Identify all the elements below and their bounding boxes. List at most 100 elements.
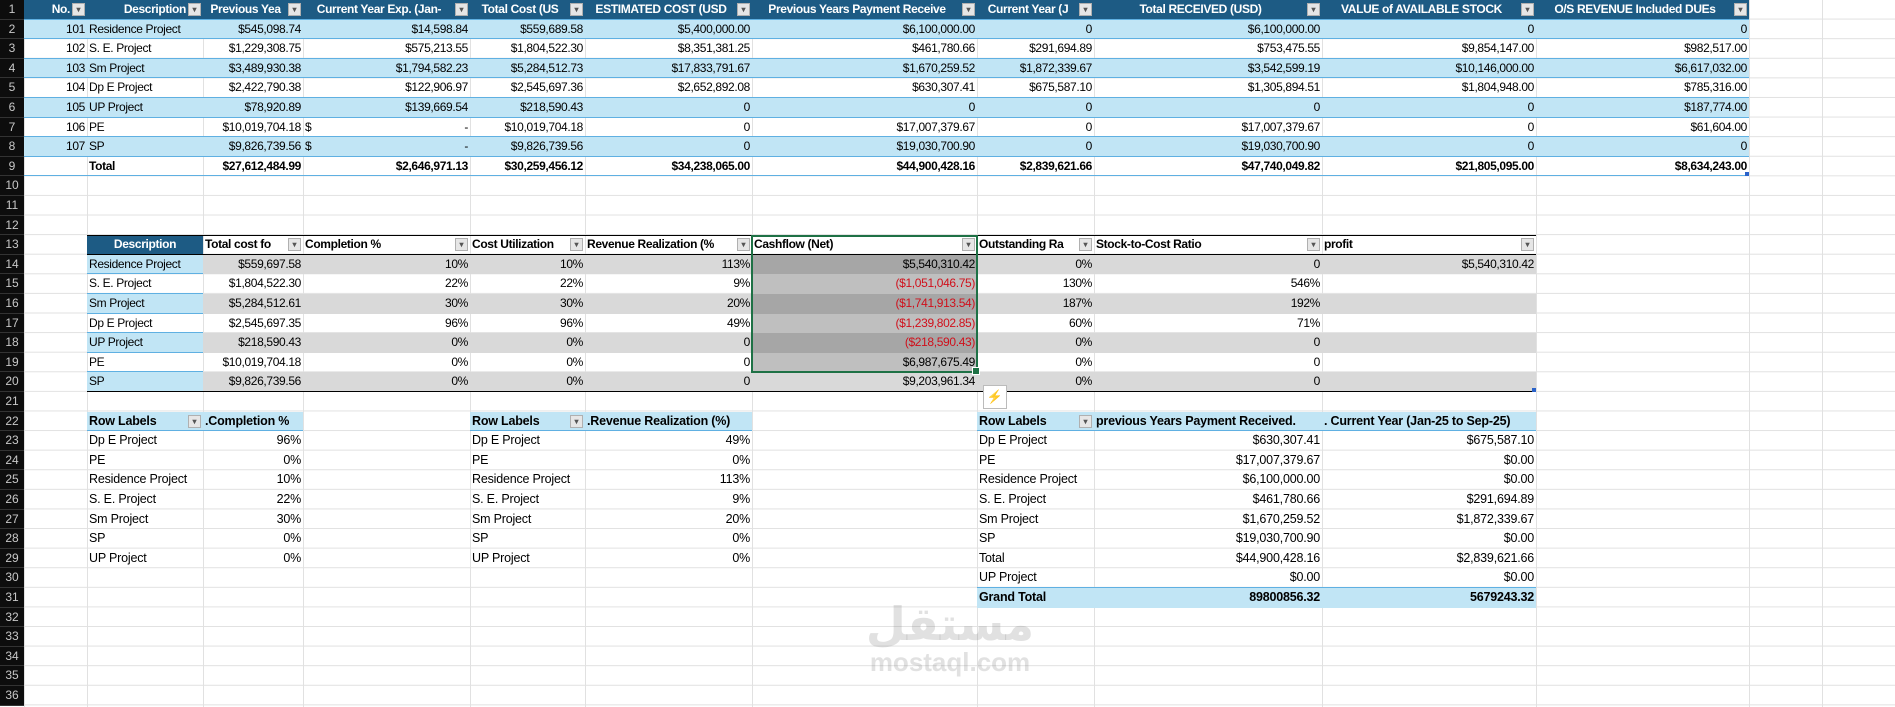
table-cell[interactable]: Sm Project (87, 58, 203, 79)
table-cell[interactable]: 60% (977, 314, 1094, 334)
table-cell[interactable]: $575,213.55 (303, 39, 470, 59)
table-cell[interactable]: 10% (303, 254, 470, 275)
pivot-cell[interactable]: 0% (203, 529, 303, 549)
table-cell[interactable] (1322, 372, 1536, 392)
row-header-1[interactable]: 1 (0, 0, 24, 20)
table-cell[interactable]: ($1,051,046.75) (752, 274, 977, 294)
row-header-21[interactable]: 21 (0, 392, 24, 412)
pivot-cell[interactable]: 96% (203, 431, 303, 451)
filter-dropdown-icon[interactable]: ▾ (1521, 238, 1534, 252)
pivot-cell[interactable]: PE (87, 451, 203, 471)
total-cell[interactable] (24, 157, 87, 177)
table-cell[interactable]: 0 (1536, 137, 1749, 157)
table-cell[interactable]: $6,100,000.00 (1094, 19, 1322, 40)
column-header[interactable]: Previous Years Payment Receive ▾ (752, 0, 977, 20)
table-cell[interactable]: 104 (24, 78, 87, 98)
pivot-cell[interactable]: $17,007,379.67 (1094, 451, 1322, 471)
table-cell[interactable]: 101 (24, 19, 87, 40)
total-cell[interactable]: $2,839,621.66 (977, 157, 1094, 177)
pivot-cell[interactable]: $0.00 (1322, 451, 1536, 471)
table-cell[interactable]: 113% (585, 254, 752, 275)
pivot-cell[interactable]: 10% (203, 470, 303, 490)
table-cell[interactable] (1322, 333, 1536, 353)
table-cell[interactable]: $218,590.43 (203, 333, 303, 353)
table-cell[interactable]: 0 (977, 98, 1094, 118)
table-cell[interactable]: $8,351,381.25 (585, 39, 752, 59)
pivot-cell[interactable]: $0.00 (1322, 470, 1536, 490)
pivot-cell[interactable]: 0% (585, 549, 752, 569)
table-cell[interactable]: 0 (977, 118, 1094, 138)
grand-total-cell[interactable]: 5679243.32 (1322, 588, 1536, 608)
table-cell[interactable]: 546% (1094, 274, 1322, 294)
table-cell[interactable]: 30% (303, 294, 470, 314)
table-cell[interactable]: 0 (585, 333, 752, 353)
table-cell[interactable]: ($1,239,802.85) (752, 313, 977, 334)
table-cell[interactable]: 106 (24, 118, 87, 138)
pivot-cell[interactable]: 49% (585, 431, 752, 451)
table-cell[interactable]: 103 (24, 58, 87, 79)
pivot-cell[interactable]: 30% (203, 510, 303, 530)
total-cell[interactable]: $47,740,049.82 (1094, 157, 1322, 177)
table-cell[interactable]: $5,400,000.00 (585, 19, 752, 40)
pivot-cell[interactable]: $1,670,259.52 (1094, 510, 1322, 530)
filter-dropdown-icon[interactable]: ▾ (737, 238, 750, 252)
row-header-7[interactable]: 7 (0, 117, 24, 138)
table-cell[interactable]: ($218,590.43) (752, 333, 977, 353)
table-cell[interactable]: $3,542,599.19 (1094, 58, 1322, 79)
filter-dropdown-icon[interactable]: ▾ (1307, 3, 1320, 16)
pivot-cell[interactable]: S. E. Project (977, 490, 1094, 510)
table-cell[interactable]: $5,284,512.61 (203, 294, 303, 314)
filter-dropdown-icon[interactable]: ▾ (962, 238, 975, 252)
row-header-12[interactable]: 12 (0, 215, 24, 236)
table-cell[interactable]: 0 (1322, 98, 1536, 118)
row-header-9[interactable]: 9 (0, 156, 24, 177)
table-cell[interactable]: $1,305,894.51 (1094, 78, 1322, 98)
table-cell[interactable]: $2,545,697.36 (470, 78, 585, 98)
table-cell[interactable]: $630,307.41 (752, 78, 977, 98)
table-cell[interactable]: $122,906.97 (303, 78, 470, 98)
table-cell[interactable]: $2,545,697.35 (203, 314, 303, 334)
table-cell[interactable]: 105 (24, 98, 87, 118)
table-cell[interactable]: $5,540,310.42 (752, 254, 977, 275)
row-header-31[interactable]: 31 (0, 588, 24, 608)
total-cell[interactable]: $2,646,971.13 (303, 157, 470, 177)
row-header-34[interactable]: 34 (0, 646, 24, 667)
row-header-6[interactable]: 6 (0, 98, 24, 118)
table-cell[interactable]: Residence Project (87, 19, 203, 40)
table-cell[interactable]: $14,598.84 (303, 19, 470, 40)
pivot-header[interactable]: .Completion % (203, 411, 303, 432)
table-cell[interactable] (1322, 274, 1536, 294)
column-header[interactable]: Previous Yea ▾ (203, 0, 303, 20)
pivot-cell[interactable]: SP (977, 529, 1094, 549)
table-cell[interactable]: $1,804,948.00 (1322, 78, 1536, 98)
pivot-cell[interactable]: UP Project (977, 568, 1094, 588)
pivot-cell[interactable]: $19,030,700.90 (1094, 529, 1322, 549)
filter-dropdown-icon[interactable]: ▾ (1521, 3, 1534, 16)
pivot-cell[interactable]: Sm Project (87, 510, 203, 530)
table-cell[interactable]: 0 (977, 19, 1094, 40)
row-header-27[interactable]: 27 (0, 509, 24, 530)
filter-dropdown-icon[interactable]: ▾ (737, 3, 750, 16)
table-cell[interactable]: UP Project (87, 98, 203, 118)
table-cell[interactable]: $1,804,522.30 (470, 39, 585, 59)
table-cell[interactable]: $1,670,259.52 (752, 58, 977, 79)
filter-dropdown-icon[interactable]: ▾ (570, 3, 583, 16)
table-cell[interactable]: SP (87, 137, 203, 157)
column-header[interactable]: Description ▾ (87, 0, 203, 20)
table-cell[interactable]: 0% (470, 372, 585, 392)
row-header-32[interactable]: 32 (0, 607, 24, 628)
filter-dropdown-icon[interactable]: ▾ (288, 238, 301, 252)
table-cell[interactable]: 0 (977, 137, 1094, 157)
filter-dropdown-icon[interactable]: ▾ (1079, 3, 1092, 16)
table-cell[interactable]: $6,987,675.49 (752, 352, 977, 373)
table-cell[interactable]: 71% (1094, 314, 1322, 334)
row-header-18[interactable]: 18 (0, 333, 24, 353)
table-cell[interactable]: $9,826,739.56 (203, 137, 303, 157)
row-header-5[interactable]: 5 (0, 78, 24, 98)
row-header-25[interactable]: 25 (0, 470, 24, 490)
table-cell[interactable]: 0% (303, 333, 470, 353)
table-cell[interactable]: 0% (977, 333, 1094, 353)
table-cell[interactable]: 0 (585, 372, 752, 392)
column-header[interactable]: Completion % ▾ (303, 235, 470, 255)
row-header-35[interactable]: 35 (0, 666, 24, 686)
